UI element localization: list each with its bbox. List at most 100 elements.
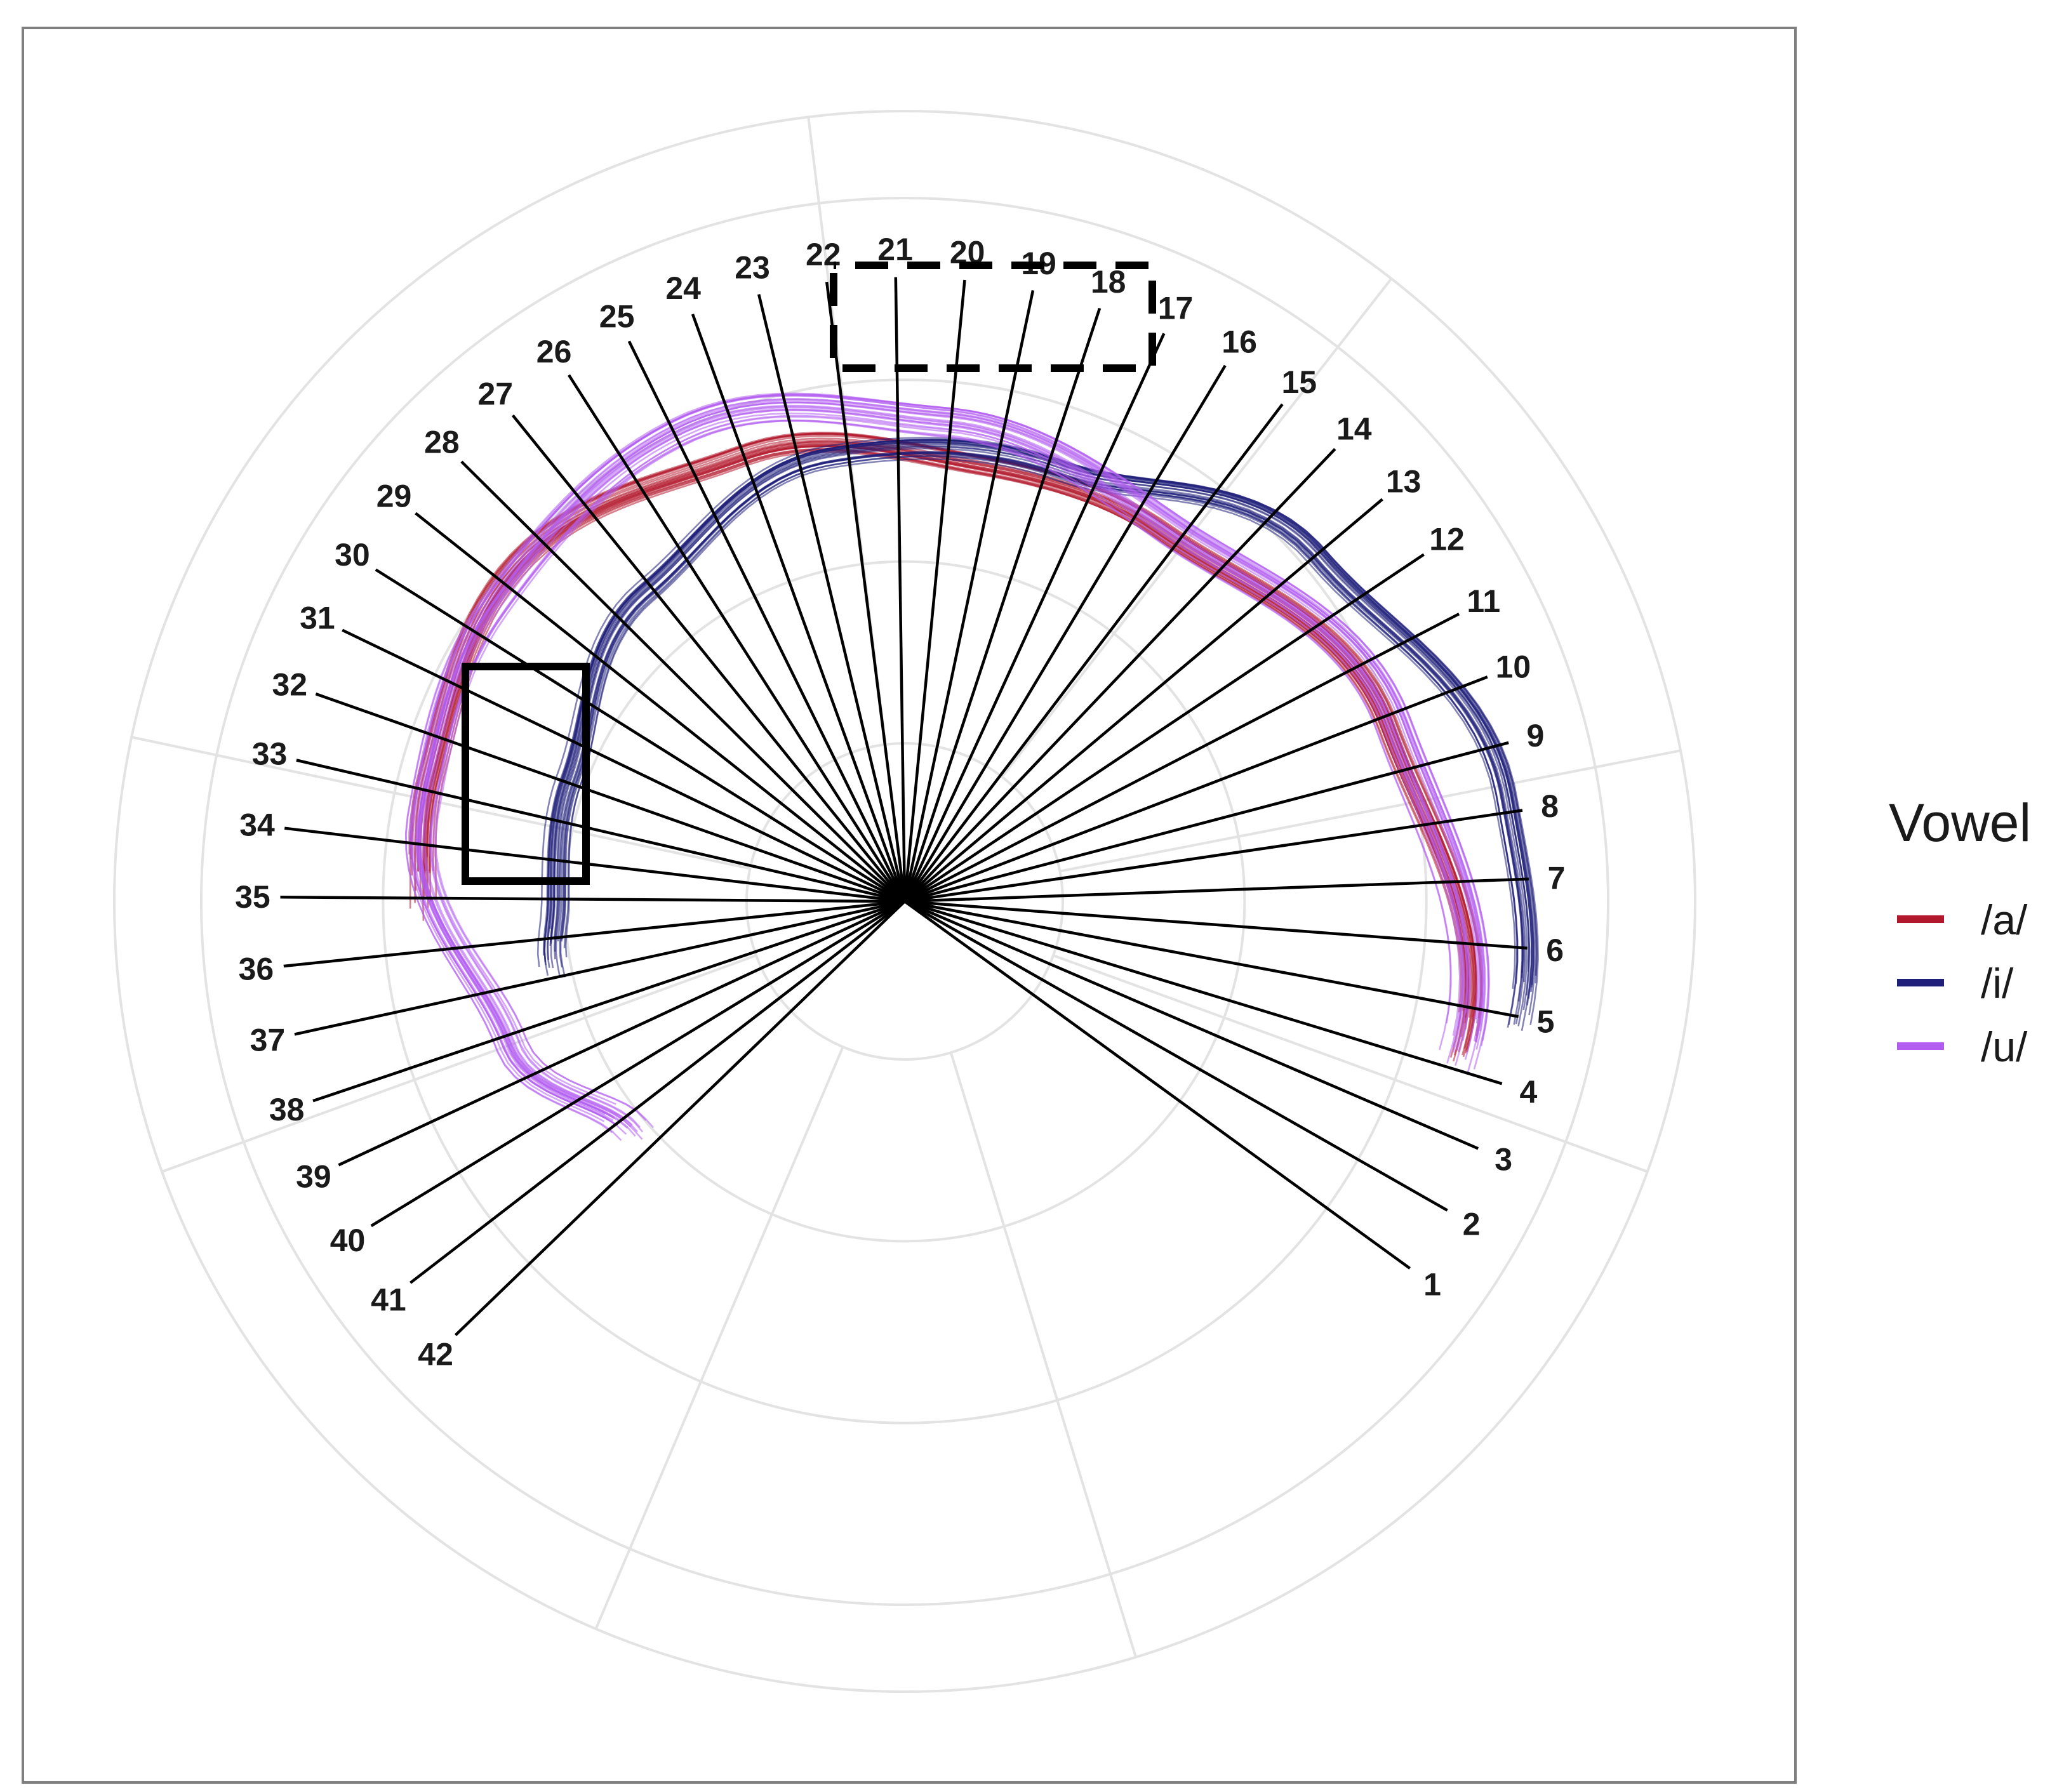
grid-spoke [594, 1046, 844, 1629]
grid-spoke [161, 954, 757, 1173]
grid-spoke [1053, 954, 1648, 1173]
radial-line [904, 741, 1509, 903]
radial-line-label: 12 [1429, 521, 1465, 557]
radial-line-label: 13 [1386, 463, 1421, 499]
radial-line-label: 23 [735, 249, 770, 285]
radial-line [312, 899, 905, 1103]
radial-line [338, 899, 905, 1167]
radial-line [903, 448, 1336, 903]
radial-line [280, 896, 905, 903]
contour-line [553, 446, 1531, 996]
radial-line [903, 498, 1383, 903]
radial-line-label: 42 [418, 1337, 453, 1372]
radial-line-label: 18 [1091, 264, 1126, 300]
radial-line-label: 16 [1222, 324, 1257, 360]
legend-label: /u/ [1981, 1023, 2028, 1070]
radial-line-labels: 1234567891011121314151617181920212223242… [235, 232, 1565, 1372]
radial-line [903, 364, 1227, 903]
radial-line [284, 826, 905, 903]
contour-line [429, 420, 1452, 1128]
radial-line [375, 568, 906, 903]
radial-line-label: 32 [272, 667, 307, 703]
radial-line [903, 900, 1411, 1270]
radial-line [294, 899, 905, 1036]
radial-line-label: 3 [1495, 1142, 1512, 1178]
radial-line [904, 899, 1503, 1085]
radial-line [903, 289, 1035, 902]
legend-label: /a/ [1981, 896, 2028, 943]
radial-line [511, 414, 906, 903]
radial-line [903, 403, 1284, 903]
radial-line [904, 877, 1529, 903]
radial-line [903, 553, 1425, 903]
radial-line [904, 675, 1488, 903]
radial-line [409, 900, 906, 1284]
radial-line [454, 900, 906, 1336]
radial-line [903, 333, 1166, 902]
grid-ring [382, 378, 1428, 1424]
series-u-contours [404, 392, 1490, 1141]
contour-line [410, 394, 1489, 1125]
radial-line [903, 307, 1102, 902]
radial-line-label: 31 [300, 601, 335, 636]
solid-roi-box [462, 663, 590, 885]
legend-label: /i/ [1981, 960, 2014, 1007]
contour-line [404, 392, 1485, 1141]
radial-line [757, 294, 907, 902]
radial-line-label: 1 [1423, 1267, 1441, 1303]
radial-line [627, 340, 907, 902]
radial-line [904, 809, 1523, 903]
radial-line-label: 25 [599, 298, 635, 334]
radial-line-label: 33 [252, 736, 288, 772]
radial-lines [280, 277, 1529, 1336]
radial-line-label: 9 [1526, 718, 1544, 753]
legend: Vowel /a/ /i/ /u/ [1889, 793, 2031, 1070]
radial-line [903, 613, 1460, 903]
radial-line-label: 2 [1463, 1206, 1481, 1242]
radial-line [283, 899, 905, 968]
radial-line-label: 15 [1281, 364, 1317, 400]
grid-ring [113, 110, 1696, 1693]
radial-line-label: 24 [665, 270, 701, 306]
radial-line-label: 30 [335, 537, 370, 573]
region-annotations [462, 262, 1156, 885]
radial-line [894, 277, 907, 902]
radial-line [568, 374, 906, 903]
radial-line-label: 10 [1496, 649, 1531, 685]
radial-line [315, 692, 905, 903]
legend-title: Vowel [1889, 793, 2031, 853]
radial-line-label: 28 [424, 425, 460, 460]
radial-line-label: 39 [296, 1159, 331, 1195]
radial-line [903, 279, 966, 902]
grid-spoke [1060, 749, 1681, 873]
radial-line [415, 512, 906, 903]
radial-line-label: 5 [1537, 1004, 1555, 1040]
legend-items: /a/ /i/ /u/ [1897, 896, 2028, 1070]
radial-line [342, 628, 905, 903]
grid-spoke [949, 1052, 1137, 1658]
radial-line-label: 41 [371, 1282, 406, 1318]
radial-line-label: 14 [1336, 411, 1372, 447]
radial-line-label: 26 [536, 334, 572, 369]
radial-line-label: 40 [330, 1223, 366, 1258]
radial-line [904, 899, 1528, 950]
radial-line [903, 900, 1448, 1212]
radial-line [296, 759, 905, 903]
contour-line [429, 449, 1463, 1058]
radial-line [904, 899, 1519, 1018]
contour-line [549, 441, 1535, 985]
radial-line-label: 35 [235, 879, 270, 915]
radial-line-label: 36 [239, 952, 274, 987]
radial-line-label: 34 [239, 807, 275, 843]
radial-line-label: 6 [1546, 933, 1564, 968]
contour-line [416, 404, 1471, 1115]
tongue-contours [404, 392, 1539, 1141]
radial-line-label: 38 [269, 1092, 305, 1127]
radial-line-label: 4 [1519, 1074, 1537, 1110]
radial-line [691, 314, 907, 902]
contour-line [419, 408, 1465, 1118]
radial-line-label: 29 [376, 479, 412, 514]
radial-line [460, 460, 906, 903]
